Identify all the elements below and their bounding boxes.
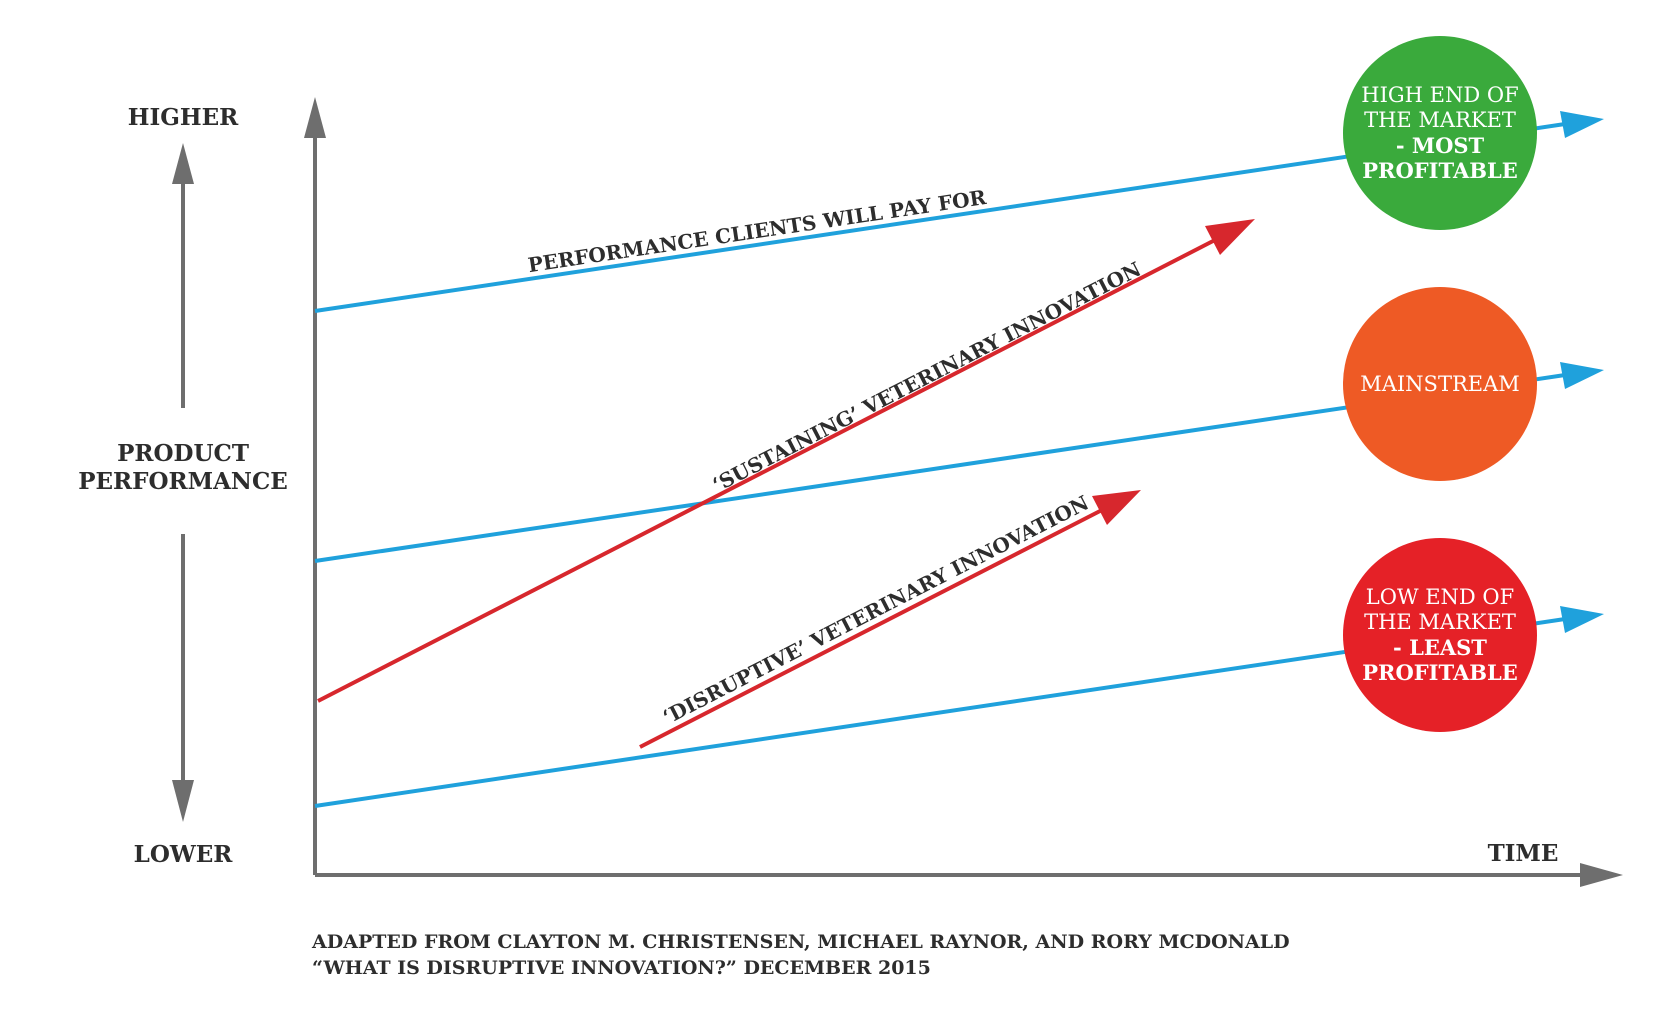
circle-low-end-market: LOW END OF THE MARKET - LEAST PROFITABLE xyxy=(1343,538,1537,732)
performance-scale-arrows xyxy=(172,143,194,822)
citation-line2: “WHAT IS DISRUPTIVE INNOVATION?” DECEMBE… xyxy=(312,957,931,979)
high-end-line4: PROFITABLE xyxy=(1362,158,1518,183)
high-end-line3: - MOST xyxy=(1396,133,1485,158)
arrow-right-icon xyxy=(1092,490,1141,525)
axis-label-performance: PERFORMANCE xyxy=(78,468,288,495)
main-axes xyxy=(304,97,1623,887)
x-axis-arrow-icon xyxy=(1580,863,1623,887)
circle-high-end-market: HIGH END OF THE MARKET - MOST PROFITABLE xyxy=(1343,36,1537,230)
arrow-right-icon xyxy=(1560,606,1604,633)
down-arrow-icon xyxy=(172,780,194,822)
low-end-line1: LOW END OF xyxy=(1366,585,1514,609)
y-axis-arrow-icon xyxy=(304,97,326,138)
low-end-line4: PROFITABLE xyxy=(1362,660,1518,685)
axis-label-higher: HIGHER xyxy=(128,104,239,131)
disruptive-innovation-arrow xyxy=(639,490,1141,749)
up-arrow-icon xyxy=(172,143,194,184)
low-end-circle xyxy=(1343,538,1537,732)
line-label-disruptive: ‘DISRUPTIVE’ VETERINARY INNOVATION xyxy=(659,490,1093,729)
arrow-right-icon xyxy=(1560,362,1604,389)
high-end-line2: THE MARKET xyxy=(1364,108,1516,132)
high-end-circle xyxy=(1343,36,1537,230)
mainstream-label: MAINSTREAM xyxy=(1360,372,1520,396)
line-label-sustaining: ‘SUSTAINING’ VETERINARY INNOVATION xyxy=(709,257,1145,497)
line-label-performance-clients: PERFORMANCE CLIENTS WILL PAY FOR xyxy=(526,185,988,277)
high-end-line1: HIGH END OF xyxy=(1361,83,1518,107)
axis-label-time: TIME xyxy=(1488,840,1559,867)
low-end-line2: THE MARKET xyxy=(1364,610,1516,634)
mainstream-circle xyxy=(1343,287,1537,481)
low-end-line3: - LEAST xyxy=(1393,635,1487,660)
citation-line1: ADAPTED FROM CLAYTON M. CHRISTENSEN, MIC… xyxy=(311,931,1290,953)
arrow-right-icon xyxy=(1560,111,1604,138)
circle-mainstream-market: MAINSTREAM xyxy=(1343,287,1537,481)
sustaining-innovation-arrow xyxy=(317,219,1255,703)
axis-label-lower: LOWER xyxy=(134,841,234,868)
arrow-right-icon xyxy=(1205,219,1255,255)
axis-label-product: PRODUCT xyxy=(117,440,249,467)
